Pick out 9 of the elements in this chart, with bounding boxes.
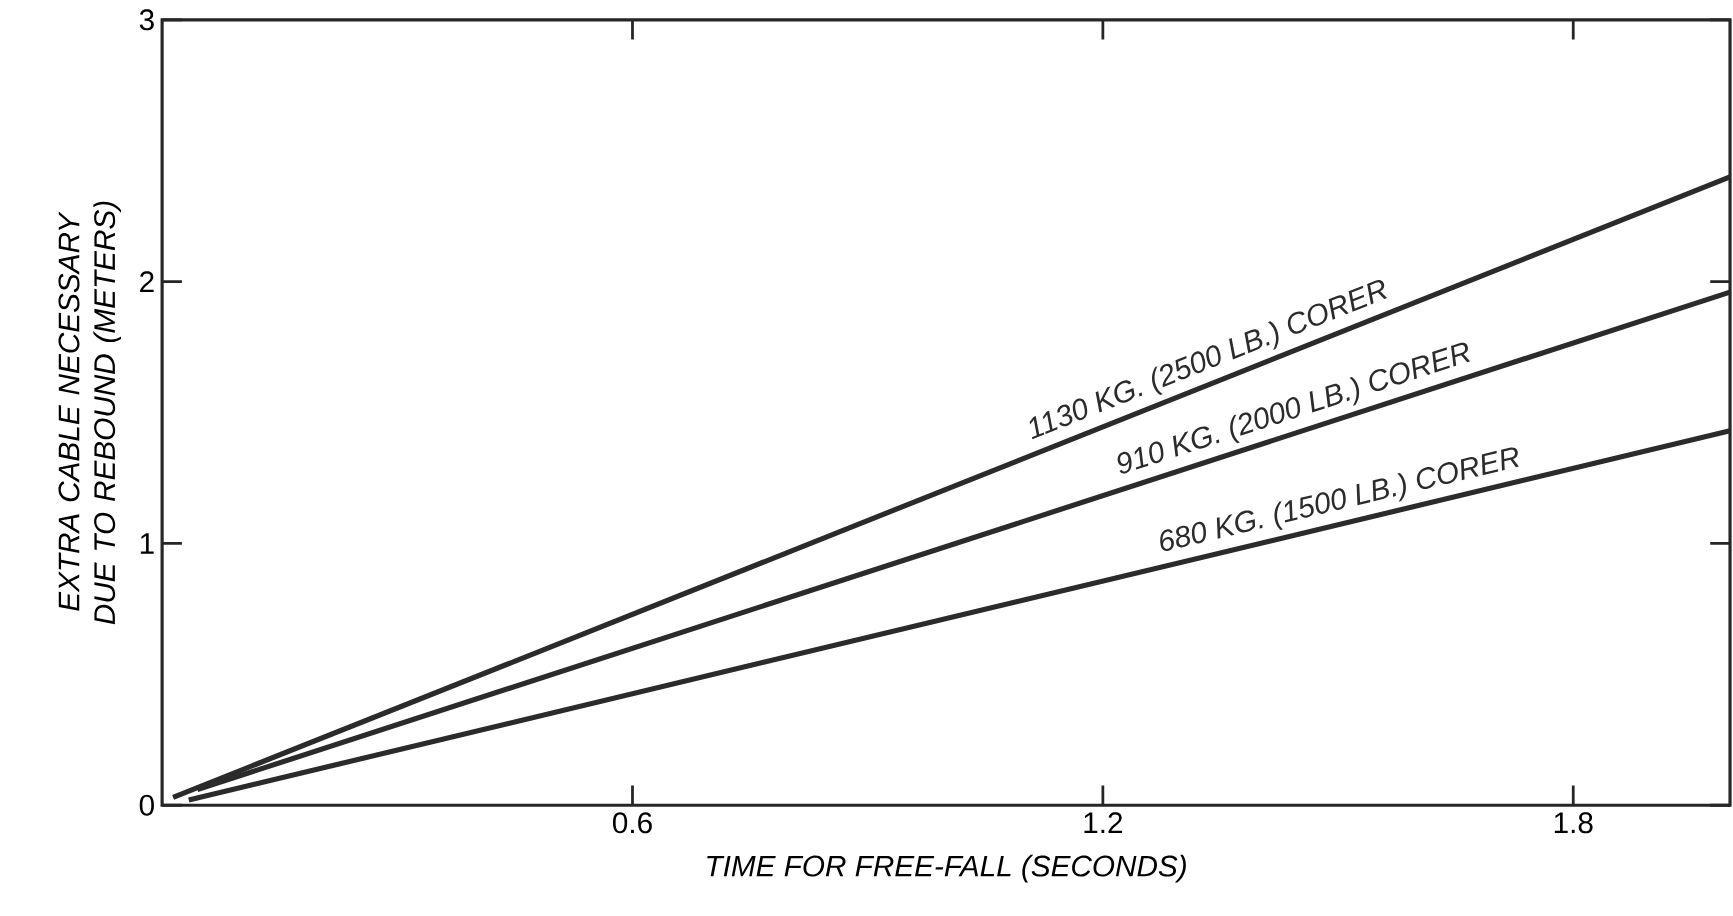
x-tick-label: 1.8 — [1554, 812, 1593, 834]
x-tick-label: 0.6 — [612, 812, 652, 834]
y-tick-label: 0 — [139, 794, 154, 816]
y-tick-label: 2 — [140, 271, 154, 292]
y-axis-title: EXTRA CABLE NECESSARY DUE TO REBOUND (METERS) — [58, 201, 122, 625]
y-tick-label: 1 — [140, 533, 154, 554]
x-tick-label: 1.2 — [1084, 812, 1123, 833]
y-tick-label: 3 — [139, 9, 154, 31]
x-axis-title: TIME FOR FREE-FALL (SECONDS) — [707, 854, 1186, 883]
